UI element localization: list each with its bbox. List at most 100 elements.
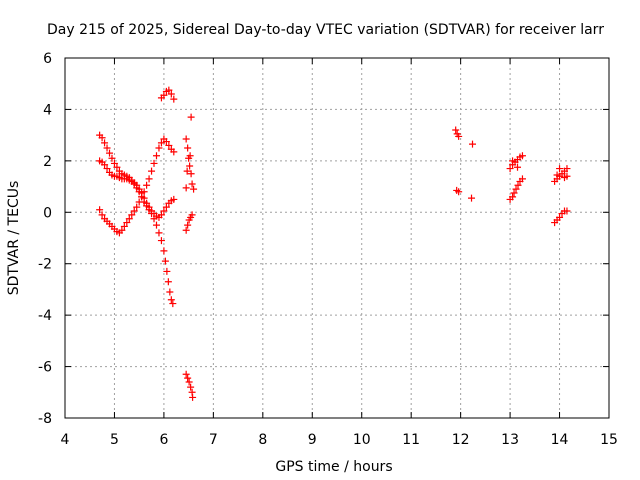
data-point	[162, 203, 170, 211]
data-point	[101, 161, 109, 169]
data-point	[133, 203, 141, 211]
y-tick-label: -8	[38, 411, 52, 427]
data-point	[163, 267, 171, 275]
y-tick-label: 6	[43, 51, 52, 67]
data-point	[148, 167, 156, 175]
data-point	[556, 213, 564, 221]
data-point	[563, 207, 571, 215]
data-point	[166, 288, 174, 296]
axes: 4 5 6 7 8 9 10 11 12 13 14 15 -8 -6 -4 -2 0 2 4 6	[38, 51, 618, 448]
data-point	[138, 189, 146, 197]
y-tick-label: -6	[38, 360, 52, 376]
data-point	[182, 370, 190, 378]
x-tick-label: 6	[159, 432, 168, 448]
data-point	[186, 152, 194, 160]
data-point	[164, 278, 172, 286]
x-tick-label: 11	[402, 432, 420, 448]
series-arc-B	[96, 135, 178, 237]
data-point	[103, 144, 111, 152]
grid-lines	[65, 58, 609, 418]
y-tick-label: -2	[38, 257, 52, 273]
data-point	[186, 162, 194, 170]
data-point	[514, 181, 522, 189]
data-point	[120, 222, 128, 230]
data-point	[452, 126, 460, 134]
data-point	[170, 195, 178, 203]
series-arc-E	[182, 113, 198, 193]
x-tick-label: 4	[61, 432, 70, 448]
data-point	[101, 139, 109, 147]
data-point	[506, 165, 514, 173]
data-point	[512, 185, 520, 193]
data-point	[165, 86, 173, 94]
data-point	[182, 135, 190, 143]
data-point	[157, 211, 165, 219]
data-point	[468, 194, 476, 202]
data-point	[185, 378, 193, 386]
data-point	[150, 159, 158, 167]
x-tick-label: 13	[501, 432, 519, 448]
x-tick-label: 10	[353, 432, 371, 448]
data-point	[170, 148, 178, 156]
x-tick-label: 12	[452, 432, 470, 448]
data-point	[165, 141, 173, 149]
data-point	[563, 165, 571, 173]
plot-frame	[64, 57, 610, 419]
data-point	[130, 207, 138, 215]
data-point	[563, 172, 571, 180]
data-point	[556, 165, 564, 173]
data-point	[160, 91, 168, 99]
data-point	[96, 206, 104, 214]
y-tick-label: 4	[43, 102, 52, 118]
data-point	[135, 198, 143, 206]
chart-title: Day 215 of 2025, Sidereal Day-to-day VTE…	[47, 22, 604, 38]
data-point	[455, 132, 463, 140]
data-point	[169, 300, 177, 308]
data-point	[167, 90, 175, 98]
data-point	[170, 95, 178, 103]
data-point	[455, 188, 463, 196]
data-point	[152, 152, 160, 160]
x-tick-label: 14	[551, 432, 569, 448]
y-tick-label: 0	[43, 205, 52, 221]
data-point	[110, 159, 118, 167]
data-point	[160, 247, 168, 255]
data-point	[182, 226, 190, 234]
data-point	[143, 199, 151, 207]
data-point	[509, 193, 517, 201]
data-point	[184, 221, 192, 229]
data-point	[167, 296, 175, 304]
data-point	[106, 149, 114, 157]
data-point	[118, 226, 126, 234]
data-point	[189, 393, 197, 401]
y-axis-label: SDTVAR / TECUs	[6, 181, 22, 296]
data-point	[128, 211, 136, 219]
x-tick-label: 8	[258, 432, 267, 448]
series-arc-H	[452, 126, 477, 202]
series-arc-G	[182, 370, 197, 401]
data-point	[152, 221, 160, 229]
y-tick-label: -4	[38, 308, 52, 324]
x-axis-label: GPS time / hours	[275, 459, 392, 475]
data-point	[157, 139, 165, 147]
data-point	[108, 154, 116, 162]
data-point	[113, 163, 121, 171]
data-point	[135, 185, 143, 193]
data-point	[160, 207, 168, 215]
data-point	[518, 152, 526, 160]
data-point	[161, 257, 169, 265]
series-arc-F	[182, 211, 196, 234]
data-point	[157, 237, 165, 245]
data-point	[187, 113, 195, 121]
data-point	[183, 167, 191, 175]
data-point	[162, 138, 170, 146]
data-point	[133, 181, 141, 189]
data-point	[123, 219, 131, 227]
data-point	[509, 157, 517, 165]
data-point	[518, 175, 526, 183]
series-arc-C	[96, 157, 178, 221]
data-point	[98, 134, 106, 142]
data-point	[145, 203, 153, 211]
data-point	[143, 181, 151, 189]
